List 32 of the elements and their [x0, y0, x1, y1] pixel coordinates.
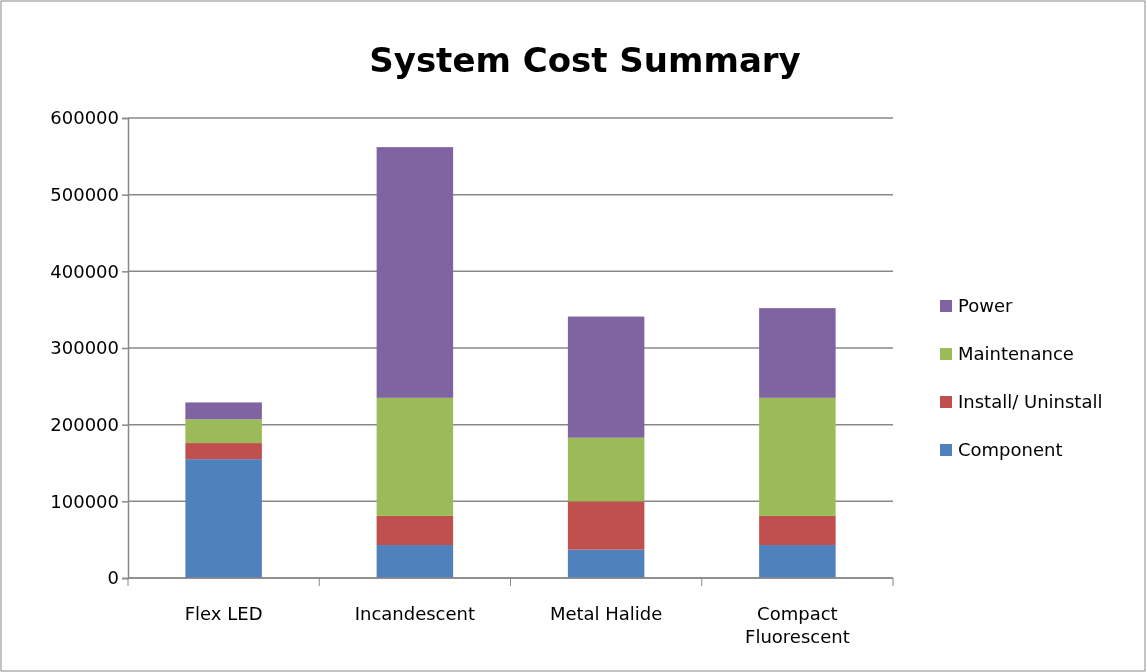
x-tick-label: Incandescent: [354, 603, 476, 624]
bar: [567, 549, 645, 578]
bar: [759, 397, 836, 516]
bar: [185, 402, 262, 420]
y-tick-label: 400000: [50, 260, 119, 282]
bar: [567, 437, 645, 502]
y-tick-label: 500000: [50, 183, 119, 205]
bar: [376, 147, 454, 398]
y-tick-label: 600000: [50, 107, 119, 129]
bar: [185, 443, 262, 460]
y-tick-label: 100000: [50, 490, 119, 512]
bar: [376, 397, 454, 516]
bar: [567, 501, 645, 550]
chart-title: System Cost Summary: [369, 40, 801, 80]
x-tick-label: Flex LED: [184, 603, 263, 624]
bar: [376, 515, 454, 546]
y-tick-label: 200000: [50, 413, 119, 435]
bar: [376, 545, 454, 578]
x-tick-label: Compact Fluorescent: [745, 603, 850, 648]
bar: [759, 308, 836, 398]
y-tick-label: 300000: [50, 337, 119, 359]
bar: [185, 419, 262, 444]
bar: [567, 316, 645, 438]
bar: [759, 545, 836, 578]
legend-label: Install/ Uninstall: [958, 391, 1103, 412]
bar: [759, 515, 836, 546]
x-tick-label: Metal Halide: [549, 603, 663, 624]
legend-label: Maintenance: [958, 343, 1074, 364]
legend-label: Power: [958, 295, 1014, 316]
bar: [185, 459, 262, 578]
legend-label: Component: [958, 439, 1063, 460]
y-tick-label: 0: [107, 567, 119, 589]
